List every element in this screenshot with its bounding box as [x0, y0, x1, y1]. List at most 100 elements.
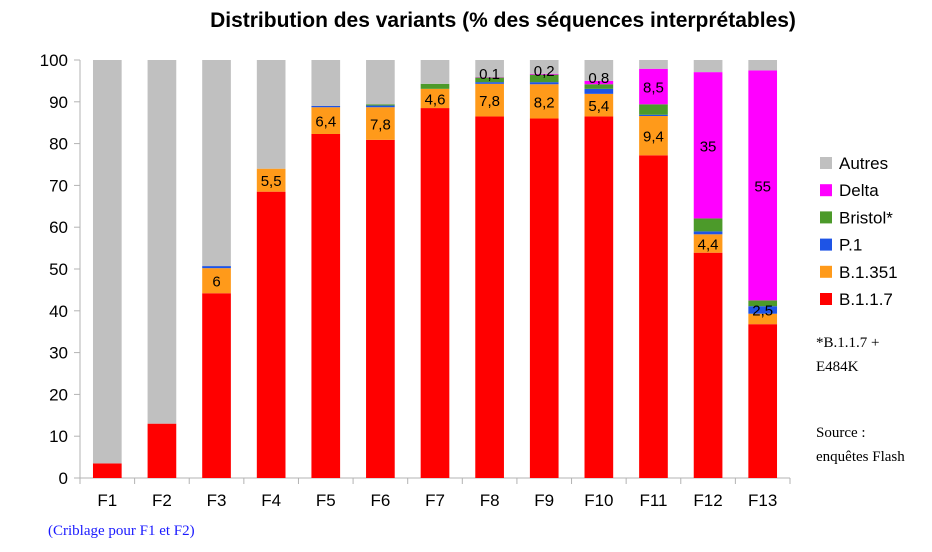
bar-f10-autres [584, 60, 614, 81]
x-tick-label-f4: F4 [261, 491, 281, 510]
bar-f9-autres [529, 60, 559, 74]
bar-f6-bristol [366, 104, 395, 106]
bar-f10-bristol [584, 84, 614, 89]
caption-screening-note: (Criblage pour F1 et F2) [48, 523, 195, 539]
bar-f10-p-1 [584, 88, 614, 94]
bar-f8-autres [475, 60, 504, 78]
y-tick-label-10: 10 [49, 427, 68, 446]
bar-f2-autres [147, 60, 177, 424]
bar-f3-autres [202, 60, 231, 267]
bars [92, 60, 778, 479]
y-tick-label-80: 80 [49, 135, 68, 154]
bar-f12-p-1 [693, 231, 723, 235]
bar-f2-b-1-1-7 [147, 423, 177, 478]
source-note-line2: enquêtes Flash [816, 449, 905, 465]
y-tick-label-70: 70 [49, 176, 68, 195]
x-tick-label-f8: F8 [480, 491, 500, 510]
bar-f11-b-1-1-7 [639, 155, 668, 478]
legend-swatch-bristol [820, 211, 832, 224]
chart-title: Distribution des variants (% des séquenc… [210, 9, 796, 32]
bar-f1-b-1-1-7 [92, 463, 122, 478]
legend-label-delta: Delta [839, 181, 879, 200]
y-tick-label-40: 40 [49, 302, 68, 321]
bar-f12-bristol [693, 218, 723, 232]
bar-f8-bristol [475, 77, 504, 83]
data-label-f6-b-1-351: 7,8 [370, 117, 391, 134]
y-tick-label-100: 100 [40, 51, 68, 70]
bar-f8-b-1-1-7 [475, 116, 504, 479]
bristol-note-line1: *B.1.1.7 + [816, 335, 879, 351]
bar-f6-autres [366, 60, 395, 105]
data-label-f13-delta: 55 [754, 178, 771, 195]
data-label-f11-b-1-351: 9,4 [643, 129, 664, 146]
bar-f10-b-1-351 [584, 93, 614, 117]
bar-f9-b-1-1-7 [529, 118, 559, 479]
bar-f10-b-1-1-7 [584, 116, 614, 479]
bar-f5-b-1-1-7 [311, 133, 341, 478]
bar-f6-b-1-351 [366, 107, 395, 140]
bar-f13-bristol [748, 300, 778, 307]
x-tick-label-f2: F2 [152, 491, 172, 510]
x-tick-label-f10: F10 [584, 491, 613, 510]
bar-f13-autres [748, 60, 778, 71]
x-tick-label-f9: F9 [534, 491, 554, 510]
x-tick-label-f7: F7 [425, 491, 445, 510]
bar-f11-delta [639, 68, 668, 105]
data-label-f8-b-1-351: 7,8 [479, 93, 500, 110]
legend-label-autres: Autres [839, 154, 888, 173]
y-tick-label-90: 90 [49, 93, 68, 112]
data-label-f9-delta: 0,2 [534, 63, 555, 80]
bar-f5-p-1 [311, 105, 341, 108]
bar-f11-b-1-351 [639, 116, 668, 156]
bar-f9-delta [529, 73, 559, 75]
bar-f1-autres [92, 60, 122, 464]
legend-label-b-1-351: B.1.351 [839, 263, 898, 282]
bar-f4-b-1-351 [256, 168, 286, 192]
y-tick-label-60: 60 [49, 218, 68, 237]
legend-swatch-autres [820, 157, 832, 169]
bristol-note-line2: E484K [816, 359, 859, 375]
bar-f13-b-1-351 [748, 313, 778, 325]
bar-f12-b-1-351 [693, 234, 723, 253]
legend-swatch-delta [820, 184, 832, 197]
bar-f9-p-1 [529, 82, 559, 85]
bar-f11-autres [639, 60, 668, 69]
data-label-f12-b-1-351: 4,4 [698, 237, 719, 254]
y-tick-label-30: 30 [49, 344, 68, 363]
bar-f8-b-1-351 [475, 83, 504, 117]
legend-swatch-p-1 [820, 238, 832, 251]
data-label-f13-b-1-351: 2,5 [752, 303, 773, 320]
legend-label-b-1-1-7: B.1.1.7 [839, 290, 893, 309]
data-label-f10-b-1-351: 5,4 [588, 98, 609, 115]
x-tick-label-f5: F5 [316, 491, 336, 510]
bar-f11-bristol [639, 104, 668, 115]
bar-f11-p-1 [639, 114, 668, 117]
data-label-f9-b-1-351: 8,2 [534, 94, 555, 111]
bar-f13-delta [748, 70, 778, 301]
legend-swatch-b-1-1-7 [820, 293, 832, 305]
bar-f9-b-1-351 [529, 84, 559, 119]
data-label-f7-b-1-351: 4,6 [425, 91, 446, 108]
data-label-f11-delta: 8,5 [643, 80, 664, 97]
bar-f5-autres [311, 60, 341, 106]
y-tick-label-0: 0 [59, 469, 68, 488]
bar-f12-b-1-1-7 [693, 252, 723, 478]
bar-f7-bristol [420, 83, 450, 89]
x-tick-label-f11: F11 [639, 491, 667, 510]
bar-f4-autres [256, 60, 286, 169]
legend: Autres Delta Bristol* P.1 B.1.351 B.1.1.7 [820, 154, 898, 309]
legend-label-bristol: Bristol* [839, 208, 893, 227]
bar-f5-b-1-351 [311, 107, 341, 134]
data-label-f12-delta: 35 [700, 138, 717, 155]
bar-f7-autres [420, 60, 450, 84]
data-label-f3-b-1-351: 6 [212, 274, 220, 291]
bar-f7-b-1-351 [420, 88, 450, 109]
x-tick-label-f3: F3 [207, 491, 227, 510]
bar-f13-b-1-1-7 [748, 324, 778, 478]
data-label-f4-b-1-351: 5,5 [261, 173, 282, 190]
bar-f10-delta [584, 80, 614, 85]
x-tick-label-f12: F12 [693, 491, 722, 510]
bar-f12-delta [693, 72, 723, 219]
bar-f3-b-1-351 [202, 268, 231, 294]
